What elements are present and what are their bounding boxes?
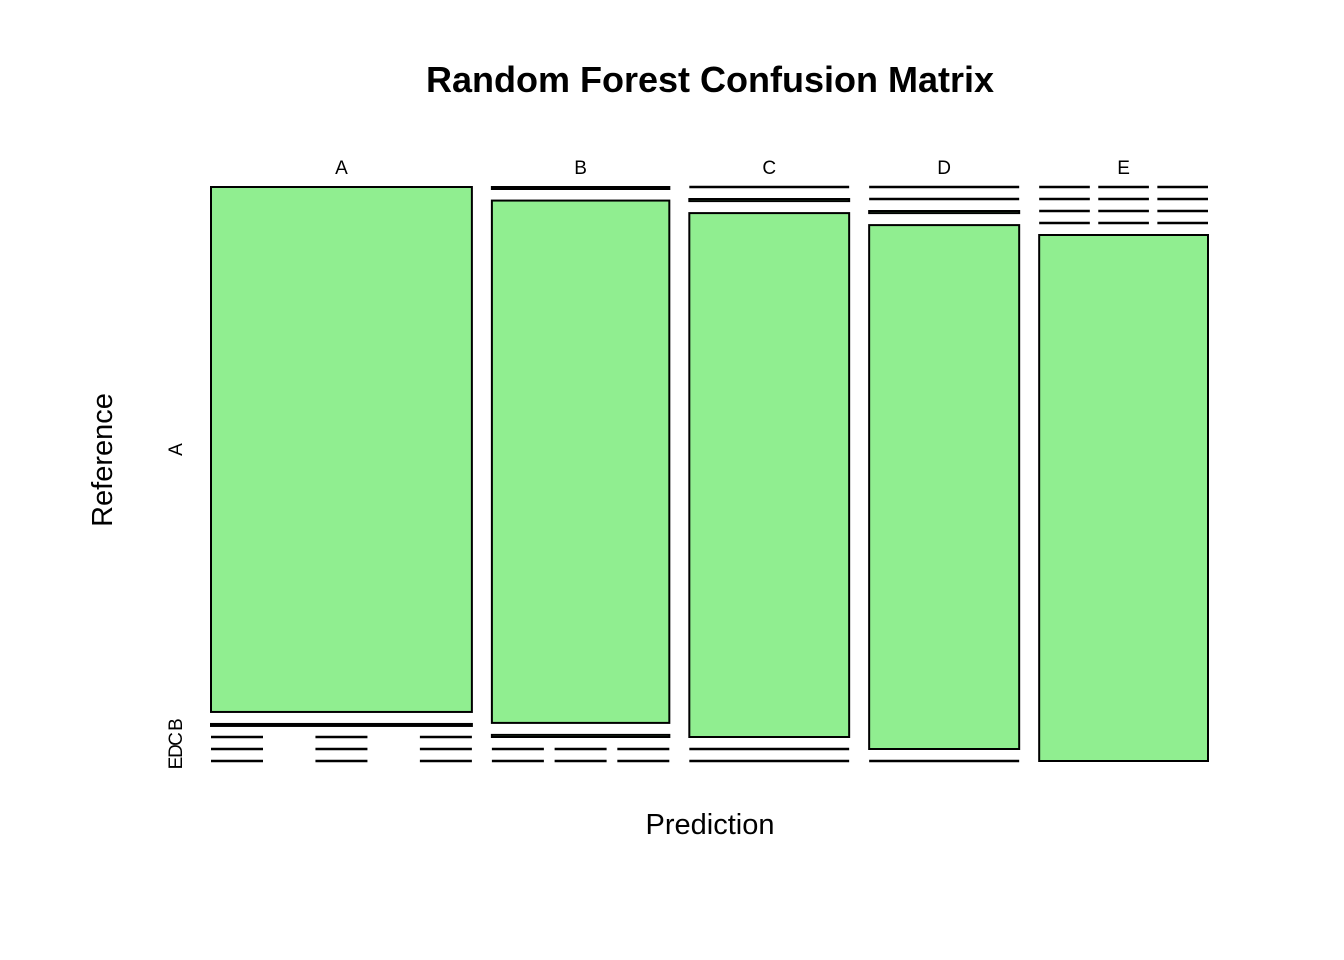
tile-pred-B-ref-A — [490, 186, 671, 190]
tile-pred-B-ref-B — [490, 199, 671, 724]
row-label-B: B — [166, 718, 187, 731]
row-label-A: A — [166, 443, 187, 456]
chart-title: Random Forest Confusion Matrix — [426, 59, 994, 100]
column-label-A: A — [335, 158, 348, 179]
tile-pred-B-ref-C — [490, 733, 671, 738]
tile-pred-C-ref-C — [688, 212, 851, 738]
tile-pred-C-ref-B — [688, 198, 851, 203]
column-label-E: E — [1117, 158, 1130, 179]
tile-pred-E-ref-E — [1038, 234, 1209, 762]
tile-pred-A-ref-B — [210, 722, 473, 727]
column-label-D: D — [937, 158, 951, 179]
column-label-C: C — [762, 158, 776, 179]
y-axis-label: Reference — [87, 393, 119, 527]
tile-pred-D-ref-C — [868, 210, 1021, 215]
column-label-B: B — [574, 158, 587, 179]
row-label-C: C — [166, 732, 187, 746]
tile-pred-A-ref-A — [210, 186, 473, 713]
tile-pred-D-ref-D — [868, 224, 1021, 750]
row-label-E: E — [166, 757, 187, 770]
column-labels: A B C D E — [335, 158, 1130, 179]
mosaic-tiles — [210, 185, 1209, 763]
x-axis-label: Prediction — [646, 809, 775, 841]
row-label-D: D — [166, 744, 187, 758]
